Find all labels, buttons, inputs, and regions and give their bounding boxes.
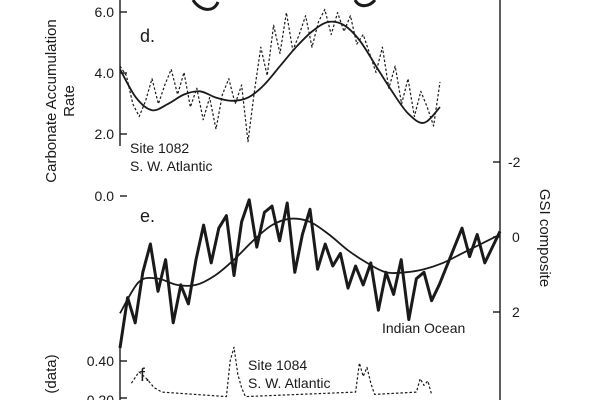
panel-e-site-label: Indian Ocean <box>382 320 465 336</box>
panel-d-y-tick-label: 2.0 <box>95 126 115 142</box>
panel-d-series-line-2 <box>119 20 441 124</box>
panel-f-letter: f. <box>140 365 150 385</box>
panel-f-y-tick-label: 0.40 <box>87 353 114 369</box>
panel-d-series <box>119 8 441 143</box>
panel-d-series-line-1 <box>119 8 441 143</box>
panel-d-y-tick-label: 4.0 <box>95 65 115 81</box>
panel-e-right-tick-label: -2 <box>508 154 521 170</box>
panel-d-y-axis-title-line2: Rate <box>61 85 78 117</box>
panel-e-series-line-2 <box>119 217 501 314</box>
panel-e-right-tick-labels: -2 0 2 <box>508 154 521 320</box>
panel-d-y-tick-labels: 6.0 4.0 2.0 <box>95 4 115 142</box>
panel-d-site-label: Site 1082 <box>130 140 189 156</box>
panel-f: f. 0.40 0.20 (data) Site 1084 S. W. Atla… <box>43 345 433 400</box>
panel-d: d. 6.0 4.0 2.0 Carbonate Accumulation Ra… <box>43 0 441 183</box>
panel-f-site-label: Site 1084 <box>248 357 307 373</box>
panel-f-series <box>130 346 433 398</box>
panel-e-right-tick-label: 0 <box>512 229 520 245</box>
panel-d-site-label-line2: S. W. Atlantic <box>130 158 212 174</box>
panel-e-right-axis-title: GSI composite <box>536 189 553 287</box>
panel-e-series <box>118 198 502 349</box>
panel-e-right-tick-label: 2 <box>512 304 520 320</box>
panel-d-y-axis-title: Carbonate Accumulation <box>43 19 60 182</box>
panel-f-y-tick-label: 0.20 <box>87 392 114 400</box>
panel-f-series-line-1 <box>130 346 433 398</box>
panel-e-letter: e. <box>140 206 155 226</box>
panel-f-y-axis-title-fragment: (data) <box>43 354 60 393</box>
panel-f-site-label-line2: S. W. Atlantic <box>248 375 330 391</box>
panel-e-series-line-1 <box>118 198 502 349</box>
panel-e-left-tick-label: 0.0 <box>95 188 115 204</box>
panel-d-letter: d. <box>140 26 155 46</box>
panel-d-y-tick-label: 6.0 <box>95 4 115 20</box>
upper-panel-remnant-curve <box>191 0 377 11</box>
panel-e: e. 0.0 -2 0 2 GSI composite Indian Ocean <box>95 154 553 349</box>
